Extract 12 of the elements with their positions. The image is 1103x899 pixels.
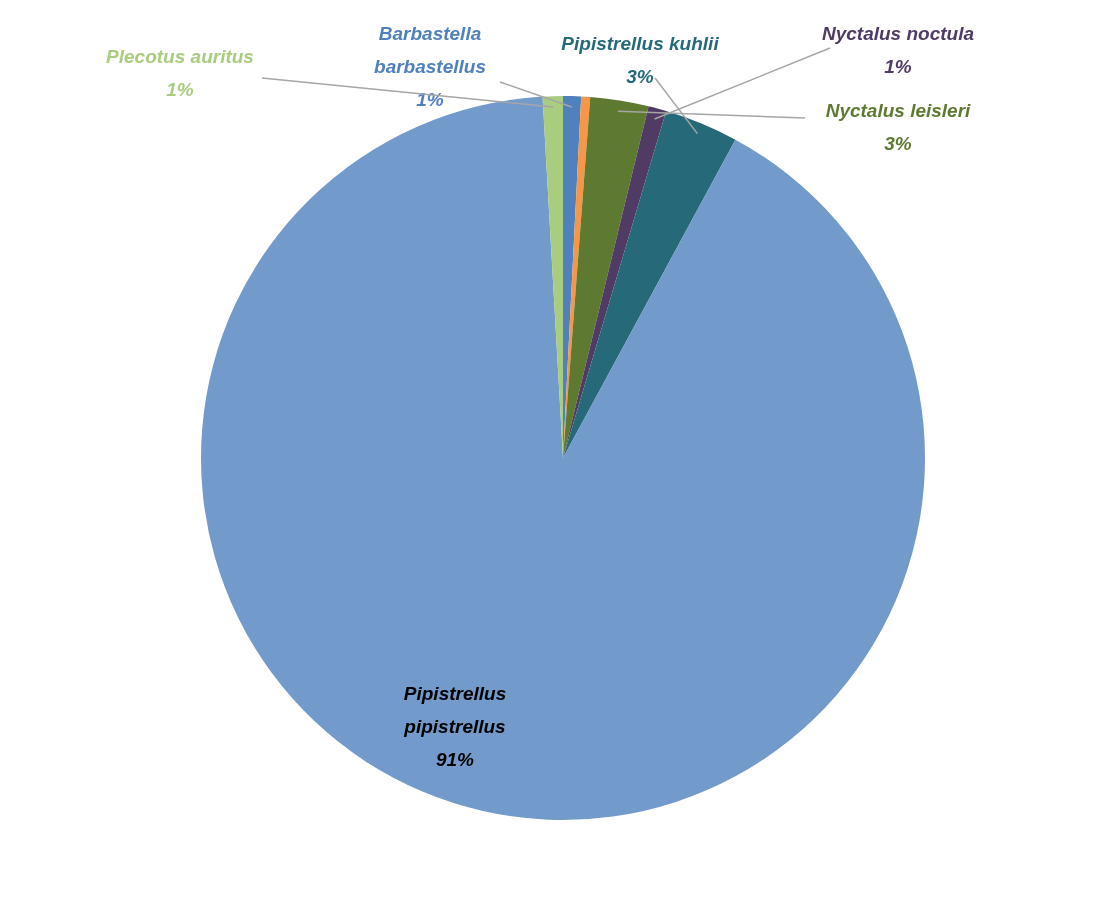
slice-label: Plecotus auritus	[106, 46, 254, 68]
slice-label: Pipistrellus pipistrellus	[403, 683, 507, 738]
data-label: 1%	[416, 89, 444, 111]
slice-label: Nyctalus noctula	[821, 23, 975, 45]
slice-label: Nyctalus leisleri	[825, 100, 972, 122]
data-label: 91%	[435, 749, 475, 771]
data-label: 1%	[884, 56, 912, 78]
data-label: 3%	[884, 133, 912, 155]
data-label: 1%	[166, 79, 194, 101]
slice-label: Barbastella barbastellus	[374, 23, 486, 78]
slice-label: Pipistrellus kuhlii	[561, 33, 720, 55]
data-label: 3%	[626, 66, 654, 88]
